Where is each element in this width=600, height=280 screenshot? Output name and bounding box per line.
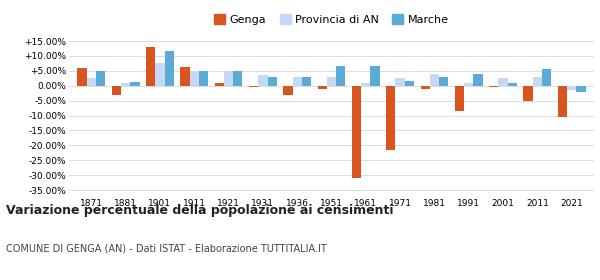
Bar bbox=[121, 83, 130, 86]
Bar bbox=[224, 71, 233, 86]
Bar bbox=[499, 78, 508, 86]
Bar bbox=[336, 66, 346, 86]
Bar bbox=[86, 78, 96, 86]
Bar bbox=[464, 83, 473, 86]
Bar bbox=[455, 86, 464, 111]
Bar bbox=[317, 86, 327, 89]
Text: COMUNE DI GENGA (AN) - Dati ISTAT - Elaborazione TUTTITALIA.IT: COMUNE DI GENGA (AN) - Dati ISTAT - Elab… bbox=[6, 244, 327, 254]
Bar bbox=[190, 71, 199, 86]
Bar bbox=[386, 86, 395, 150]
Bar bbox=[405, 81, 414, 86]
Bar bbox=[181, 67, 190, 86]
Bar bbox=[327, 77, 336, 86]
Bar bbox=[249, 86, 258, 87]
Bar bbox=[567, 86, 577, 90]
Bar bbox=[130, 82, 140, 86]
Bar bbox=[164, 52, 174, 86]
Bar bbox=[473, 74, 482, 86]
Bar bbox=[421, 86, 430, 89]
Bar bbox=[283, 86, 293, 95]
Bar bbox=[268, 77, 277, 86]
Bar bbox=[233, 71, 242, 86]
Bar bbox=[370, 66, 380, 86]
Bar bbox=[361, 83, 370, 86]
Bar bbox=[489, 86, 499, 87]
Bar bbox=[508, 83, 517, 86]
Bar bbox=[395, 78, 405, 86]
Bar bbox=[302, 77, 311, 86]
Bar bbox=[215, 83, 224, 86]
Bar bbox=[96, 71, 105, 86]
Bar bbox=[533, 77, 542, 86]
Bar bbox=[542, 69, 551, 86]
Bar bbox=[199, 71, 208, 86]
Bar bbox=[430, 74, 439, 86]
Bar bbox=[258, 75, 268, 86]
Bar bbox=[293, 77, 302, 86]
Bar bbox=[577, 86, 586, 92]
Bar bbox=[155, 63, 164, 86]
Legend: Genga, Provincia di AN, Marche: Genga, Provincia di AN, Marche bbox=[209, 10, 454, 30]
Bar bbox=[77, 68, 86, 86]
Bar bbox=[352, 86, 361, 178]
Bar bbox=[439, 77, 448, 86]
Bar bbox=[523, 86, 533, 101]
Text: Variazione percentuale della popolazione ai censimenti: Variazione percentuale della popolazione… bbox=[6, 204, 394, 217]
Bar bbox=[112, 86, 121, 95]
Bar bbox=[146, 47, 155, 86]
Bar bbox=[558, 86, 567, 117]
